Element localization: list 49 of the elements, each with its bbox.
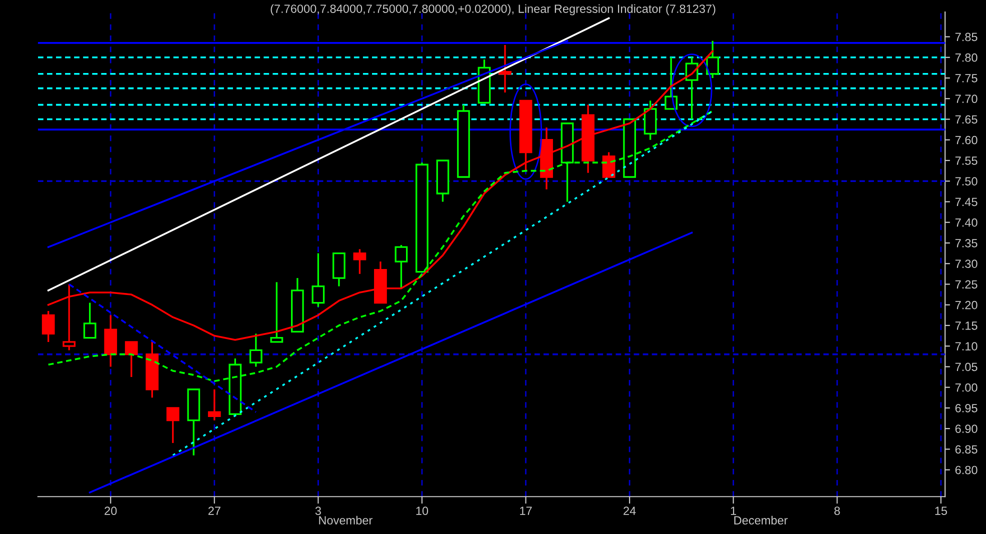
candlestick <box>353 248 366 275</box>
candlestick <box>83 302 96 339</box>
y-tick-label: 7.55 <box>955 156 978 165</box>
y-tick-label: 6.80 <box>955 466 978 474</box>
y-tick-label: 7.65 <box>955 115 978 124</box>
x-tick-label: 10 <box>416 506 428 516</box>
candlestick <box>166 407 180 444</box>
y-tick-label: 7.15 <box>955 322 978 330</box>
candlestick <box>312 252 325 308</box>
y-tick-label: 7.05 <box>955 362 978 372</box>
x-tick-label: 20 <box>104 506 117 516</box>
candlestick <box>706 40 720 79</box>
candlestick <box>42 310 55 343</box>
x-tick-label: 17 <box>520 506 532 515</box>
candlestick <box>124 341 138 378</box>
x-tick-label: 15 <box>935 506 947 516</box>
y-tick-label: 7.80 <box>955 53 978 62</box>
chart-title: (7.76000,7.84000,7.75000,7.80000,+0.02000), Linear Regression Indicator (7.81237) <box>270 4 716 16</box>
candlestick <box>685 56 698 120</box>
text: December <box>734 516 788 525</box>
candlestick <box>664 56 678 110</box>
y-tick-label: 7.75 <box>955 74 978 82</box>
x-tick-label: 24 <box>624 506 636 515</box>
y-tick-label: 7.60 <box>955 136 978 144</box>
x-tick-label: 8 <box>834 506 840 516</box>
y-tick-label: 7.20 <box>955 300 978 310</box>
x-tick-label: 1 <box>730 506 736 515</box>
y-tick-label: 7.30 <box>955 260 978 268</box>
y-tick-label: 6.85 <box>955 445 978 454</box>
y-tick-label: 7.35 <box>955 239 978 248</box>
y-tick-label: 7.50 <box>955 177 978 186</box>
y-tick-label: 7.45 <box>955 198 978 206</box>
y-tick-label: 7.10 <box>955 342 978 350</box>
candlestick <box>270 281 284 343</box>
y-tick-label: 7.40 <box>955 218 978 227</box>
y-tick-label: 7.70 <box>955 94 978 104</box>
y-tick-label: 7.85 <box>955 32 978 42</box>
candlestick <box>394 244 408 290</box>
y-tick-label: 7.25 <box>955 280 978 289</box>
y-tick-label: 7.00 <box>955 383 978 392</box>
candlestick <box>249 332 262 368</box>
x-tick-label: 27 <box>208 506 220 515</box>
candlestick <box>208 388 221 422</box>
candlestick <box>498 44 512 94</box>
x-tick-label: 3 <box>315 506 321 516</box>
candlestick <box>602 151 616 178</box>
text: November <box>319 516 372 525</box>
y-tick-label: 6.95 <box>955 404 978 412</box>
y-tick-label: 6.90 <box>955 424 978 433</box>
